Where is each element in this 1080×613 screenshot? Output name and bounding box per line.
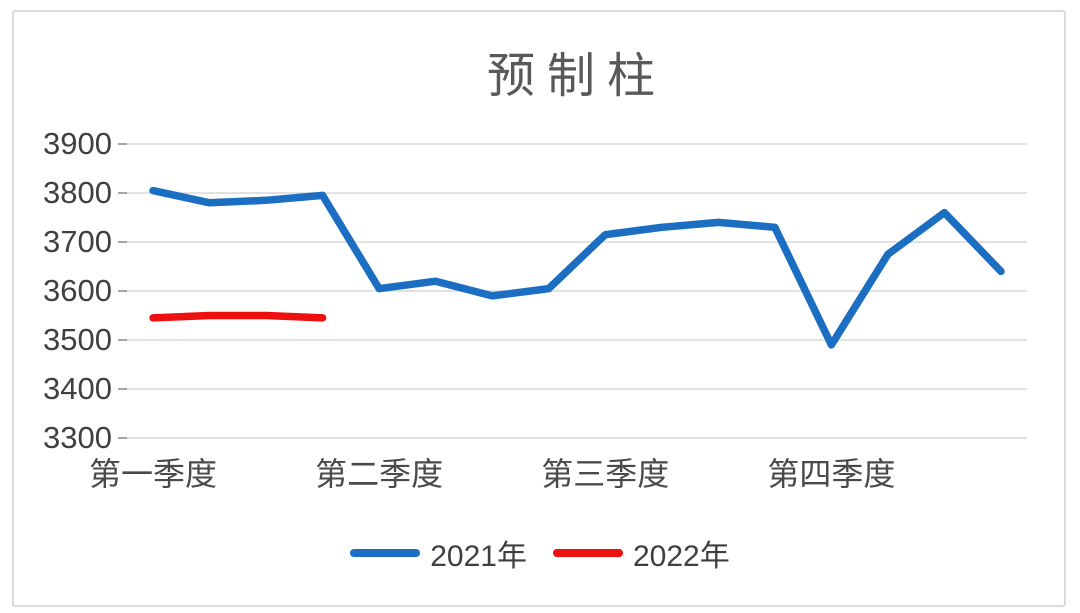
chart-legend: 2021年 2022年 bbox=[0, 533, 1080, 573]
series-line-2021年 bbox=[149, 186, 1005, 349]
y-axis-tick-label: 3300 bbox=[43, 420, 112, 455]
chart-title: 预制柱 bbox=[486, 50, 667, 103]
legend-label: 2021年 bbox=[430, 540, 527, 573]
x-axis-tick-label: 第二季度 bbox=[315, 456, 444, 492]
chart-frame bbox=[12, 10, 1066, 607]
legend-label: 2022年 bbox=[633, 540, 730, 573]
y-axis-tick-label: 3800 bbox=[43, 175, 112, 210]
x-axis-tick-label: 第一季度 bbox=[88, 456, 217, 492]
x-axis-tick-label: 第四季度 bbox=[767, 456, 896, 492]
y-axis-tick-label: 3600 bbox=[43, 273, 112, 308]
legend-item: 2022年 bbox=[553, 531, 730, 575]
y-axis-tick-label: 3700 bbox=[43, 224, 112, 259]
legend-item: 2021年 bbox=[350, 531, 527, 575]
y-axis-tick-label: 3500 bbox=[43, 322, 112, 357]
series-line-2022年 bbox=[149, 311, 327, 322]
y-axis-tick-label: 3900 bbox=[43, 126, 112, 161]
x-axis-tick-label: 第三季度 bbox=[541, 456, 670, 492]
y-axis-tick-label: 3400 bbox=[43, 371, 112, 406]
legend-line-swatch bbox=[553, 549, 623, 557]
legend-line-swatch bbox=[350, 549, 421, 557]
